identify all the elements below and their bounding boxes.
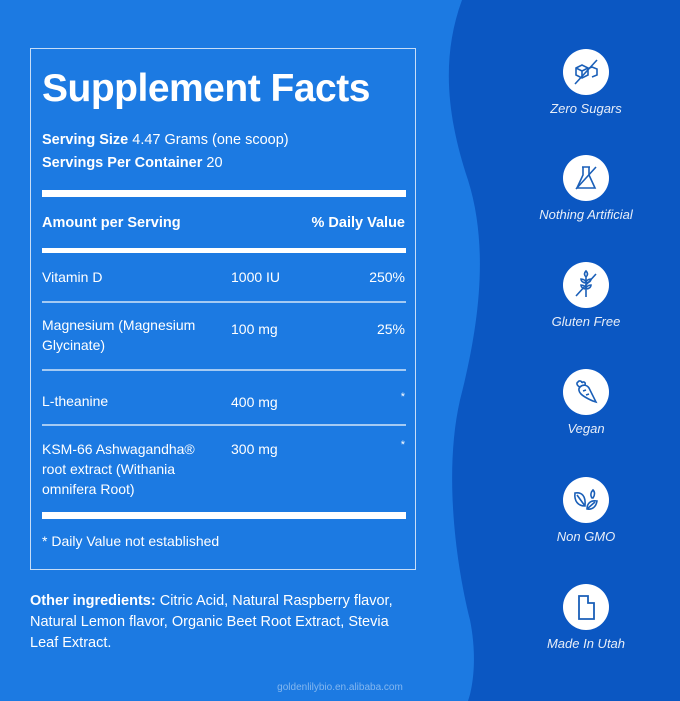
divider-thick — [42, 190, 406, 197]
row-name: Vitamin D — [42, 269, 103, 285]
row-dv: * — [400, 391, 405, 403]
serving-size: Serving Size 4.47 Grams (one scoop) — [42, 132, 289, 148]
row-name: KSM-66 Ashwagandha® root extract (Withan… — [42, 441, 195, 497]
divider-thick — [42, 512, 406, 519]
other-ingredients: Other ingredients: Citric Acid, Natural … — [30, 591, 420, 654]
sugar-cubes-crossed-icon — [574, 59, 598, 85]
servings-per-container: Servings Per Container 20 — [42, 155, 223, 171]
watermark: goldenlilybio.en.alibaba.com — [277, 682, 403, 693]
badge-nothing-artificial: Nothing Artificial — [506, 155, 666, 222]
row-amount: 400 mg — [231, 394, 278, 410]
row-amount: 300 mg — [231, 441, 278, 457]
utah-map-icon — [578, 595, 595, 620]
divider-thin — [42, 301, 406, 303]
leaves-icon — [574, 488, 598, 510]
serving-size-label: Serving Size — [42, 132, 129, 148]
facts-title: Supplement Facts — [42, 67, 370, 110]
badge-non-gmo: Non GMO — [506, 477, 666, 544]
badge-label: Nothing Artificial — [539, 207, 633, 222]
badge-vegan: Vegan — [506, 369, 666, 436]
servings-value: 20 — [206, 155, 223, 171]
supplement-facts-panel: Supplement Facts Serving Size 4.47 Grams… — [30, 48, 416, 570]
other-ingredients-label: Other ingredients: — [30, 593, 156, 609]
row-dv: 25% — [376, 321, 405, 337]
badge-label: Gluten Free — [551, 314, 621, 329]
badge-gluten-free: Gluten Free — [506, 262, 666, 329]
badge-zero-sugars: Zero Sugars — [506, 49, 666, 116]
header-amount: Amount per Serving — [42, 215, 181, 231]
row-name: Magnesium (Magnesium Glycinate) — [42, 317, 196, 353]
badge-label: Vegan — [567, 421, 605, 436]
divider-medium — [42, 248, 406, 253]
row-name: L-theanine — [42, 393, 109, 409]
row-dv: 250% — [369, 269, 405, 285]
badge-label: Non GMO — [556, 529, 616, 544]
footnote: * Daily Value not established — [42, 533, 220, 549]
wheat-crossed-icon — [575, 269, 597, 297]
badge-label: Made In Utah — [546, 636, 626, 651]
serving-size-value: 4.47 Grams (one scoop) — [132, 132, 289, 148]
row-amount: 100 mg — [231, 321, 278, 337]
carrot-icon — [576, 380, 598, 404]
badge-made-in-utah: Made In Utah — [506, 584, 666, 651]
flask-crossed-icon — [575, 166, 597, 190]
divider-thin — [42, 369, 406, 371]
servings-label: Servings Per Container — [42, 155, 203, 171]
divider-thin — [42, 424, 406, 426]
other-ingredients-text: Citric Acid, Natural Raspberry flavor, N… — [30, 593, 393, 651]
row-dv: * — [400, 439, 405, 451]
badge-label: Zero Sugars — [550, 101, 622, 116]
header-daily-value: % Daily Value — [311, 215, 406, 231]
row-amount: 1000 IU — [231, 269, 281, 285]
